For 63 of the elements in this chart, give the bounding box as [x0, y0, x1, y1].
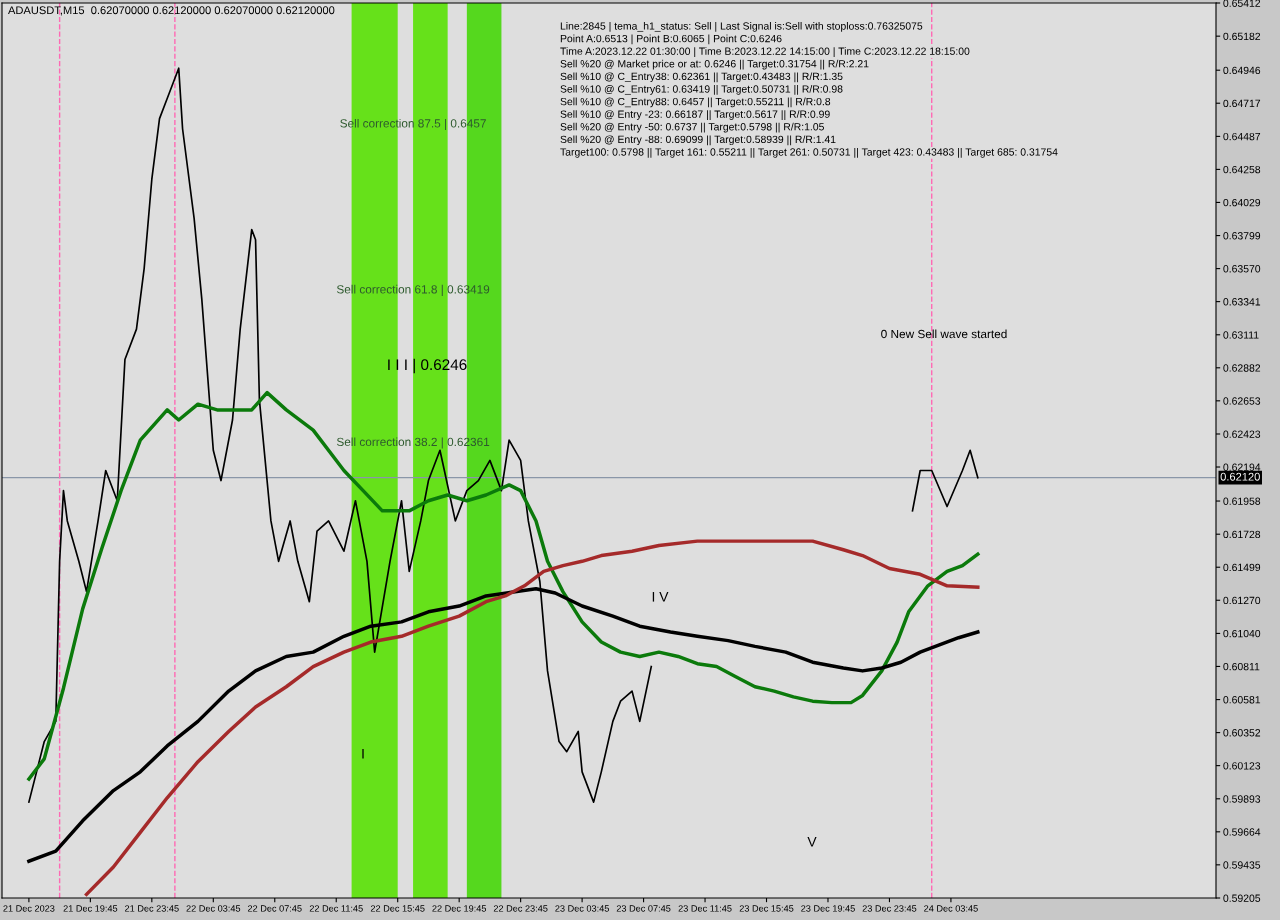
y-tick-label: 0.63111: [1223, 331, 1259, 339]
y-tick-label: 0.61499: [1223, 563, 1261, 572]
annotation: Time A:2023.12.22 01:30:00 | Time B:2023.12.22 14:15:00 | Time C:2023.12.22 18:15:00: [560, 47, 970, 57]
x-tick-label: 23 Dec 15:45: [739, 905, 794, 912]
y-tick-label: 0.61958: [1223, 497, 1261, 505]
y-tick-label: 0.60581: [1223, 696, 1261, 704]
annotation: 0 New Sell wave started: [881, 329, 1007, 339]
x-tick-label: 22 Dec 03:45: [186, 905, 241, 912]
line-series: [27, 390, 980, 781]
y-tick-label: 0.61270: [1223, 596, 1261, 605]
x-tick-label: 22 Dec 07:45: [247, 905, 302, 912]
annotation: Sell %20 @ Entry -88: 0.69099 || Target:0.58939 || R/R:1.41: [560, 135, 836, 146]
y-tick-label: 0.59205: [1223, 894, 1261, 902]
y-tick-label: 0.59435: [1223, 861, 1261, 869]
chart-title: ADAUSDT,M15 0.62070000 0.62120000 0.62070000 0.62120000: [8, 6, 335, 16]
annotation: V: [807, 837, 817, 847]
y-tick-label: 0.61728: [1223, 530, 1261, 539]
line-series: [84, 539, 980, 897]
x-tick-label: 22 Dec 19:45: [432, 905, 487, 912]
x-tick-label: 23 Dec 23:45: [862, 905, 917, 912]
y-tick-label: 0.62882: [1223, 364, 1261, 372]
y-tick-label: 0.62194: [1223, 463, 1261, 471]
y-tick-label: 0.64258: [1223, 165, 1261, 174]
annotation: Target100: 0.5798 || Target 161: 0.55211 || Target 261: 0.50731 || Target 423: 0.43483 || Target 685: 0.31754: [560, 148, 1058, 158]
y-tick-label: 0.64487: [1223, 132, 1261, 141]
ref-line-label: 0.62120: [1220, 472, 1260, 481]
y-tick-label: 0.64717: [1223, 99, 1261, 108]
x-tick-label: 23 Dec 19:45: [801, 905, 855, 912]
y-tick-label: 0.63341: [1223, 298, 1261, 306]
x-tick-label: 21 Dec 19:45: [63, 905, 118, 912]
x-tick-label: 21 Dec 23:45: [125, 905, 179, 912]
y-tick-label: 0.60352: [1223, 729, 1261, 737]
annotation: Point A:0.6513 | Point B:0.6065 | Point C:0.6246: [560, 34, 782, 45]
x-tick-label: 22 Dec 23:45: [493, 905, 548, 912]
y-tick-label: 0.59664: [1223, 828, 1261, 836]
x-tick-label: 23 Dec 11:45: [678, 905, 732, 912]
annotation: Sell %10 @ C_Entry88: 0.6457 || Target:0.55211 || R/R:0.8: [560, 97, 831, 108]
annotation: Sell %20 @ Entry -50: 0.6737 || Target:0.5798 || R/R:1.05: [560, 122, 824, 133]
y-tick-label: 0.65412: [1223, 0, 1261, 7]
x-tick-label: 22 Dec 11:45: [309, 905, 363, 912]
x-tick-label: 22 Dec 15:45: [370, 905, 425, 912]
annotation: I: [362, 749, 364, 759]
annotation: Line:2845 | tema_h1_status: Sell | Last Signal is:Sell with stoploss:0.76325075: [560, 22, 923, 32]
annotation: Sell %10 @ Entry -23: 0.66187 || Target:0.5617 || R/R:0.99: [560, 110, 830, 120]
y-tick-label: 0.64946: [1223, 66, 1261, 75]
y-tick-label: 0.63799: [1223, 232, 1261, 240]
x-tick-label: 23 Dec 03:45: [555, 905, 609, 912]
y-tick-label: 0.62653: [1223, 397, 1261, 405]
y-tick-label: 0.60811: [1223, 662, 1260, 671]
x-tick-label: 23 Dec 07:45: [616, 905, 671, 912]
y-tick-label: 0.59893: [1223, 795, 1261, 803]
y-tick-label: 0.63570: [1223, 265, 1261, 273]
y-tick-label: 0.61040: [1223, 629, 1261, 638]
x-tick-label: 21 Dec 2023: [3, 905, 55, 912]
x-tick-label: 24 Dec 03:45: [924, 905, 978, 912]
annotation: Sell %20 @ Market price or at: 0.6246 || Target:0.31754 || R/R:2.21: [560, 59, 869, 70]
y-tick-label: 0.64029: [1223, 198, 1261, 207]
y-tick-label: 0.62423: [1223, 430, 1261, 438]
annotation: Sell %10 @ C_Entry38: 0.62361 || Target:0.43483 || R/R:1.35: [560, 72, 843, 83]
annotation: I V: [652, 592, 669, 602]
y-tick-label: 0.65182: [1223, 32, 1261, 41]
y-tick-label: 0.60123: [1223, 762, 1261, 770]
annotation: Sell %10 @ C_Entry61: 0.63419 || Target:0.50731 || R/R:0.98: [560, 85, 843, 95]
